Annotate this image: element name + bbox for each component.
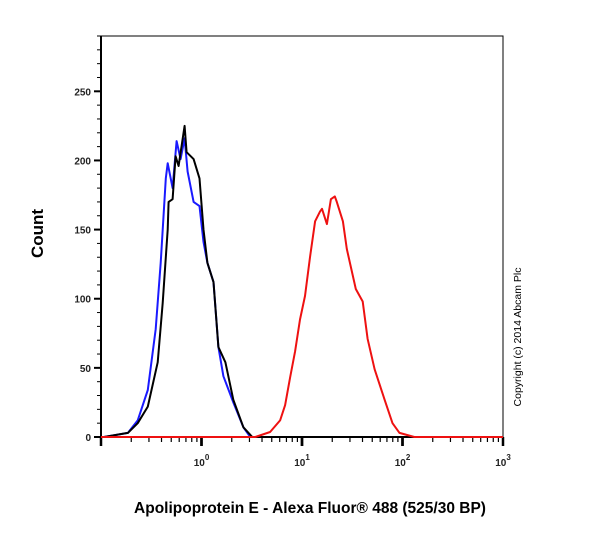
y-tick-label: 250 [74,87,91,98]
y-tick-label: 100 [74,295,91,306]
y-tick-label: 150 [74,226,91,237]
y-tick-label: 0 [85,433,91,444]
x-axis-label: Apolipoprotein E - Alexa Fluor® 488 (525… [134,500,486,517]
histogram-series-1 [103,124,503,438]
y-tick-label: 200 [74,156,91,167]
x-tick-label: 102 [395,453,411,469]
x-tick-label: 100 [194,453,210,469]
y-tick-label: 50 [80,364,92,375]
histogram-series-0 [103,137,503,438]
x-tick-label: 103 [495,453,511,469]
copyright-annotation: Copyright (c) 2014 Abcam Plc [512,267,524,407]
x-tick-label: 101 [294,453,310,469]
histogram-series-2 [101,195,503,438]
y-axis-label: Count [28,208,47,258]
